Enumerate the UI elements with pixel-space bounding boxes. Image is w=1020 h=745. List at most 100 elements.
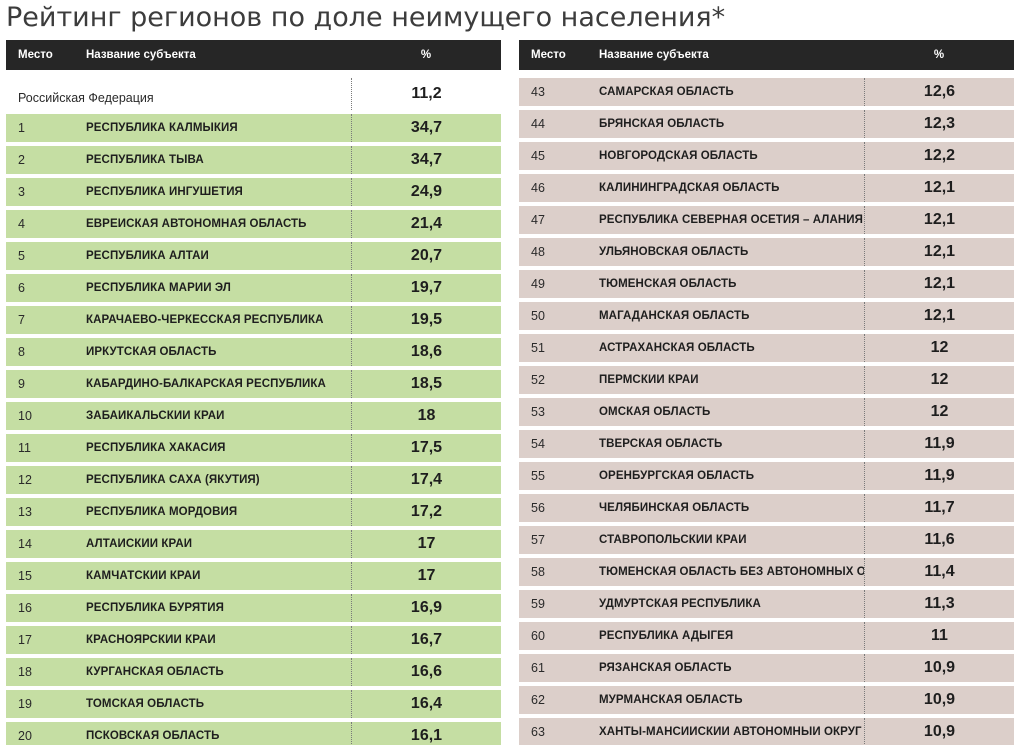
row-region-name: Тверская область (599, 438, 723, 450)
row-rank: 45 (531, 149, 545, 163)
row-rank: 3 (18, 185, 25, 199)
table-row: 5 Республика Алтай 20,7 (6, 242, 501, 270)
row-percent: 17 (351, 530, 501, 558)
row-region-name: Республика Калмыкия (86, 122, 238, 134)
row-region-name: Новгородская область (599, 150, 758, 162)
header-name: Название субъекта (86, 49, 196, 61)
row-percent: 18,6 (351, 338, 501, 366)
row-percent: 16,6 (351, 658, 501, 686)
table-row: 6 Республика Марий Эл 19,7 (6, 274, 501, 302)
table-row: 63 Ханты-Мансийский автономный округ – Юг… (519, 718, 1014, 745)
header-rank: Место (531, 49, 566, 61)
table-row: 19 Томская область 16,4 (6, 690, 501, 718)
row-percent: 19,5 (351, 306, 501, 334)
row-rank: 2 (18, 153, 25, 167)
row-rank: 13 (18, 505, 32, 519)
row-region-name: Красноярский край (86, 634, 216, 646)
header-percent: % (933, 49, 945, 61)
federation-name: Российская Федерация (18, 91, 154, 105)
row-region-name: Ставропольский край (599, 534, 747, 546)
row-percent: 12,6 (864, 78, 1014, 106)
row-percent: 12,1 (864, 302, 1014, 330)
table-row: 45 Новгородская область 12,2 (519, 142, 1014, 170)
table-row: 61 Рязанская область 10,9 (519, 654, 1014, 682)
row-region-name: Самарская область (599, 86, 734, 98)
table-row: 56 Челябинская область 11,7 (519, 494, 1014, 522)
table-row: 8 Иркутская область 18,6 (6, 338, 501, 366)
table-row: 51 Астраханская область 12 (519, 334, 1014, 362)
row-region-name: Челябинская область (599, 502, 750, 514)
table-row: 55 Оренбургская область 11,9 (519, 462, 1014, 490)
row-percent: 34,7 (351, 146, 501, 174)
table-row: 52 Пермский край 12 (519, 366, 1014, 394)
row-percent: 11 (864, 622, 1014, 650)
table-row: 18 Курганская область 16,6 (6, 658, 501, 686)
row-percent: 11,7 (864, 494, 1014, 522)
table-row: 60 Республика Адыгея 11 (519, 622, 1014, 650)
row-percent: 17,2 (351, 498, 501, 526)
row-rank: 58 (531, 565, 545, 579)
row-region-name: Мурманская область (599, 694, 743, 706)
row-region-name: Кабардино-Балкарская Республика (86, 378, 326, 390)
row-rank: 47 (531, 213, 545, 227)
row-percent: 34,7 (351, 114, 501, 142)
row-rank: 12 (18, 473, 32, 487)
row-region-name: Карачаево-Черкесская Республика (86, 314, 324, 326)
row-region-name: Республика Хакасия (86, 442, 226, 454)
row-region-name: Брянская область (599, 118, 725, 130)
row-percent: 10,9 (864, 654, 1014, 682)
table-header: Место Название субъекта % (6, 40, 501, 70)
row-rank: 57 (531, 533, 545, 547)
row-percent: 11,3 (864, 590, 1014, 618)
row-region-name: Тюменская область без автономных округов (599, 566, 864, 578)
header-percent: % (420, 49, 432, 61)
row-rank: 48 (531, 245, 545, 259)
table-row: 2 Республика Тыва 34,7 (6, 146, 501, 174)
row-region-name: Республика Ингушетия (86, 186, 243, 198)
table-header: Место Название субъекта % (519, 40, 1014, 70)
row-percent: 17 (351, 562, 501, 590)
row-rank: 53 (531, 405, 545, 419)
row-rank: 14 (18, 537, 32, 551)
row-rank: 44 (531, 117, 545, 131)
row-percent: 12 (864, 334, 1014, 362)
table-row: 48 Ульяновская область 12,1 (519, 238, 1014, 266)
row-region-name: Республика Бурятия (86, 602, 225, 614)
table-row: 13 Республика Мордовия 17,2 (6, 498, 501, 526)
row-region-name: Удмуртская Республика (599, 598, 761, 610)
row-region-name: Омская область (599, 406, 711, 418)
row-region-name: Ханты-Мансийский автономный округ – Югра (599, 726, 864, 738)
row-region-name: Камчатский край (86, 570, 201, 582)
table-row: 54 Тверская область 11,9 (519, 430, 1014, 458)
row-rank: 7 (18, 313, 25, 327)
row-percent: 10,9 (864, 718, 1014, 745)
federation-row: Российская Федерация 11,2 (6, 78, 501, 110)
table-row: 43 Самарская область 12,6 (519, 78, 1014, 106)
page-title: Рейтинг регионов по доле неимущего насел… (6, 2, 726, 33)
row-region-name: Рязанская область (599, 662, 732, 674)
row-rank: 50 (531, 309, 545, 323)
row-percent: 16,1 (351, 722, 501, 745)
row-percent: 11,9 (864, 462, 1014, 490)
table-row: 15 Камчатский край 17 (6, 562, 501, 590)
table-row: 49 Тюменская область 12,1 (519, 270, 1014, 298)
table-body-left: 1 Республика Калмыкия 34,7 2 Республика Тыва… (6, 114, 501, 745)
row-rank: 43 (531, 85, 545, 99)
table-row: 20 Псковская область 16,1 (6, 722, 501, 745)
row-region-name: Республика Саха (Якутия) (86, 474, 260, 486)
row-region-name: Псковская область (86, 730, 220, 742)
table-row: 12 Республика Саха (Якутия) 17,4 (6, 466, 501, 494)
row-percent: 12,2 (864, 142, 1014, 170)
row-region-name: Республика Мордовия (86, 506, 238, 518)
row-region-name: Калининградская область (599, 182, 780, 194)
row-rank: 52 (531, 373, 545, 387)
row-region-name: Пермский край (599, 374, 699, 386)
row-region-name: Тюменская область (599, 278, 737, 290)
row-region-name: Республика Марий Эл (86, 282, 231, 294)
row-rank: 1 (18, 121, 25, 135)
row-percent: 11,4 (864, 558, 1014, 586)
row-rank: 56 (531, 501, 545, 515)
row-rank: 10 (18, 409, 32, 423)
row-rank: 49 (531, 277, 545, 291)
row-region-name: Республика Тыва (86, 154, 204, 166)
